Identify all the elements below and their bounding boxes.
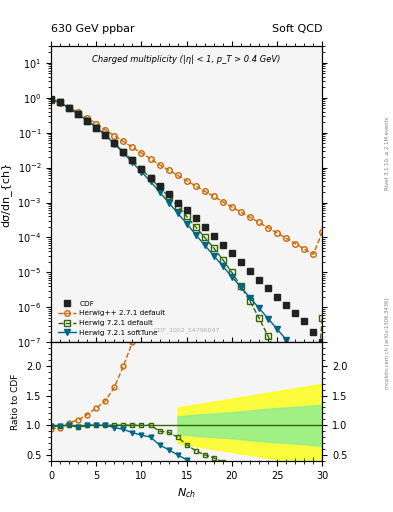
Text: mcplots.cern.ch [arXiv:1306.3436]: mcplots.cern.ch [arXiv:1306.3436] xyxy=(385,297,389,389)
Legend: CDF, Herwig++ 2.7.1 default, Herwig 7.2.1 default, Herwig 7.2.1 softTune: CDF, Herwig++ 2.7.1 default, Herwig 7.2.… xyxy=(55,298,168,339)
Text: 630 GeV ppbar: 630 GeV ppbar xyxy=(51,24,135,34)
Text: Rivet 3.1.10, ≥ 2.1M events: Rivet 3.1.10, ≥ 2.1M events xyxy=(385,117,389,190)
Y-axis label: Ratio to CDF: Ratio to CDF xyxy=(11,373,20,430)
Y-axis label: dσ/dn_{ch}: dσ/dn_{ch} xyxy=(1,162,12,227)
Text: Charged multiplicity (|η| < 1, p_T > 0.4 GeV): Charged multiplicity (|η| < 1, p_T > 0.4… xyxy=(92,55,281,64)
X-axis label: $N_{ch}$: $N_{ch}$ xyxy=(177,486,196,500)
Text: CDF_2002_S4796047: CDF_2002_S4796047 xyxy=(153,328,220,333)
Text: Soft QCD: Soft QCD xyxy=(272,24,322,34)
